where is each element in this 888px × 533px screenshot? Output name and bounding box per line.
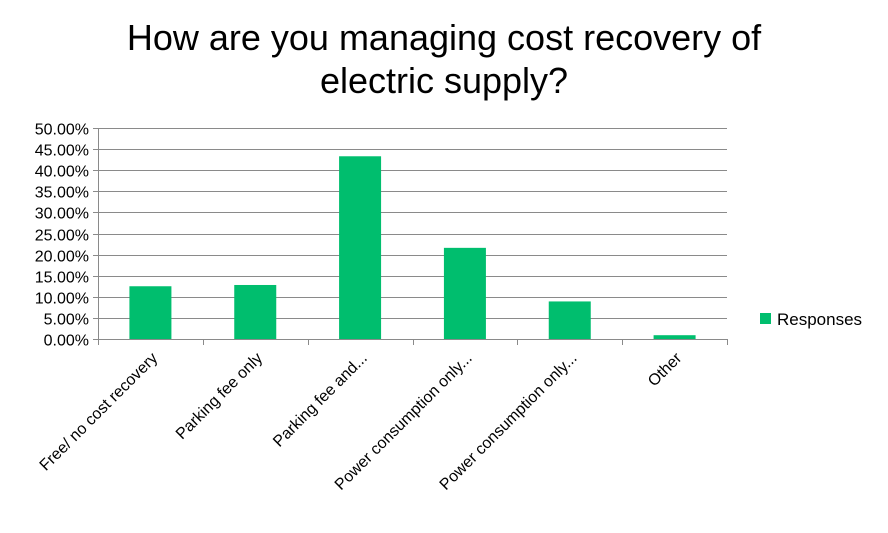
y-tick-label: 50.00% (35, 122, 89, 139)
chart-title-line-1: How are you managing cost recovery of (126, 17, 762, 58)
bar (443, 247, 486, 339)
x-category-label: Free/ no cost recovery (37, 350, 162, 475)
y-tick-label: 35.00% (35, 185, 89, 202)
y-tick-label: 0.00% (44, 333, 89, 350)
y-tick-label: 25.00% (35, 228, 89, 245)
bar (234, 284, 277, 339)
y-tick-label: 30.00% (35, 206, 89, 223)
legend-label: Responses (777, 310, 862, 329)
bar (339, 156, 382, 339)
legend-swatch (760, 313, 771, 324)
y-tick-label: 5.00% (44, 312, 89, 329)
chart-title-line-2: electric supply? (319, 60, 569, 101)
y-tick-label: 45.00% (35, 143, 89, 160)
y-tick-label: 40.00% (35, 164, 89, 181)
x-category-label: Parking fee only (173, 350, 266, 443)
y-tick-label: 15.00% (35, 270, 89, 287)
bar (129, 286, 172, 339)
x-category-label: Other (645, 349, 686, 390)
bar (653, 335, 696, 339)
bar (548, 301, 591, 339)
y-tick-label: 20.00% (35, 249, 89, 266)
chart-title: How are you managing cost recovery of el… (0, 16, 888, 102)
x-category-label: Parking fee and... (270, 350, 371, 451)
y-tick-label: 10.00% (35, 291, 89, 308)
